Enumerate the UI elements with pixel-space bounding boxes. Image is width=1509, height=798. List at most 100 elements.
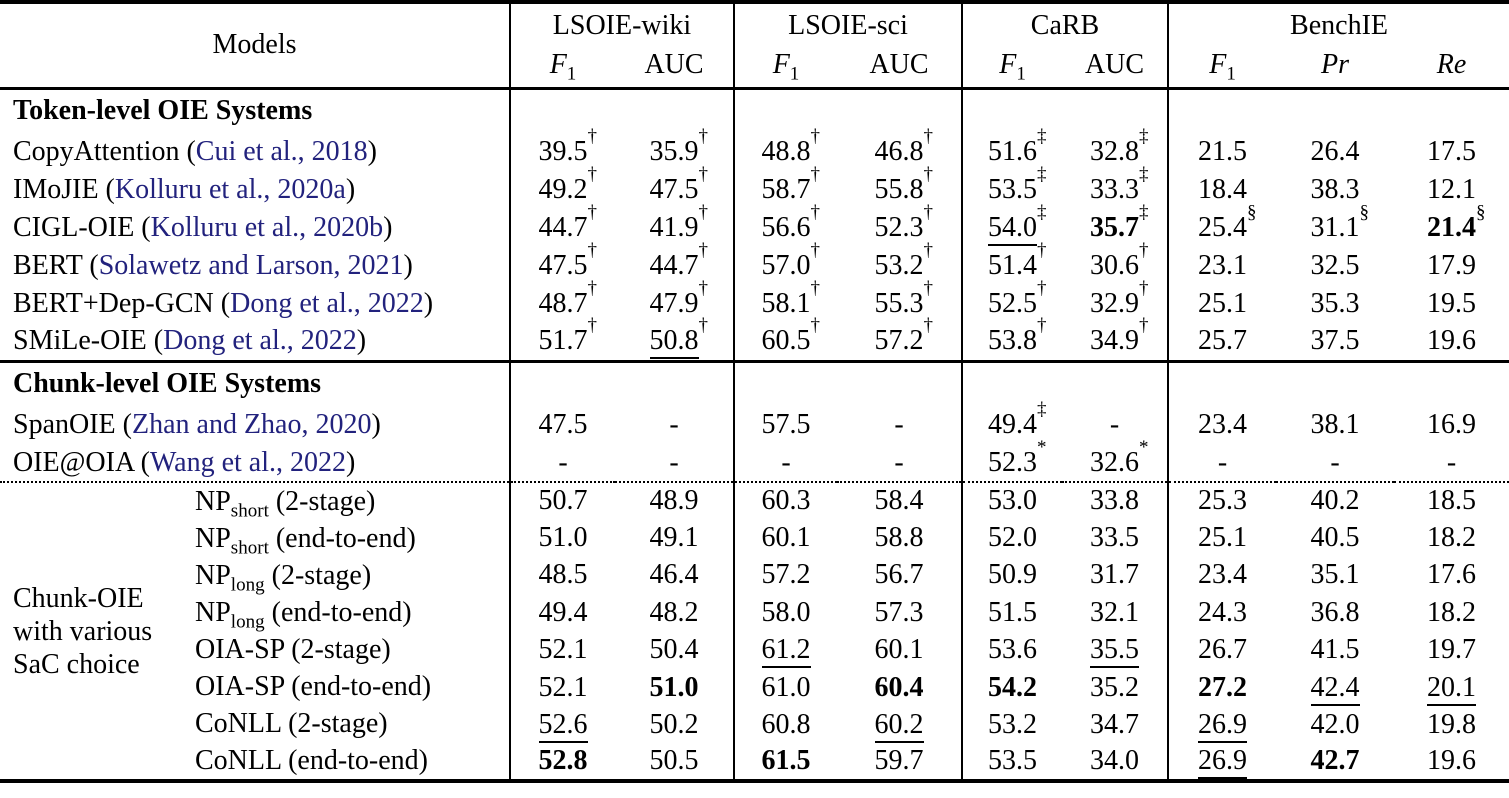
metric-value: 56.6 [761,212,811,243]
metric-value-wrap: 52.5 † [988,279,1047,320]
metric-value-wrap: 53.6 [988,634,1037,666]
metric-value-cell: 41.9 † [615,203,734,247]
metric-value-cell: 23.1 [1167,247,1277,285]
metric-value-cell: 38.1 [1276,406,1394,444]
metric-value-cell: 21.4 § [1394,203,1509,247]
metric-value: 25.7 [1198,325,1248,357]
metric-value: 26.7 [1198,634,1248,666]
metric-value-wrap: 48.8 † [762,127,821,168]
metric-value-wrap: 17.6 [1427,559,1476,591]
chunk-oie-models-cell: Chunk-OIE with various SaC choice NPshort (… [0,481,510,781]
metric-value: 34.9 [1090,325,1140,357]
metric-value-cell: 39.5 † [509,127,615,171]
metric-value-cell: 32.9 † [1062,279,1168,323]
metric-value: 50.8 [649,325,699,360]
metric-value-wrap: 57.5 [762,409,811,441]
metric-value-cell: 12.1 [1394,171,1509,209]
metric-value-wrap: 52.8 [539,745,588,777]
citation-link[interactable]: Wang et al., 2022 [149,446,347,478]
citation-link[interactable]: Dong et al., 2022 [230,288,424,319]
metric-value-cell: 33.8 [1062,480,1169,520]
section-header-row: Chunk-level OIE Systems [0,359,1509,406]
significance-marker: † [587,240,598,261]
significance-marker: † [810,126,821,147]
metric-value-cell: 32.8 ‡ [1062,127,1168,171]
metric-value-wrap: 60.1 [875,634,924,666]
empty-cell [1062,88,1168,133]
citation-link[interactable]: Cui et al., 2018 [195,136,368,167]
metric-value: 32.5 [1310,250,1360,281]
metric-value: 18.4 [1198,174,1248,205]
metric-value-wrap: 34.7 [1090,709,1139,741]
significance-marker: † [698,315,709,337]
column-header-auc: AUC [837,48,963,90]
metric-value-wrap: 48.9 [650,485,699,517]
variant-name: NP [195,486,231,517]
metric-value: 24.3 [1198,596,1248,628]
metric-value: 60.3 [761,485,811,517]
metric-value-wrap: - [1110,409,1119,441]
metric-value-wrap: 55.3 † [875,279,934,320]
column-header-f1: F1 [1167,48,1277,90]
citation-link[interactable]: Dong et al., 2022 [163,325,357,357]
model-name: CopyAttention [13,136,180,167]
metric-value-wrap: 18.4 [1198,174,1247,206]
significance-marker: † [698,126,709,147]
sac-variant-label: CoNLL (2-stage) [195,708,388,739]
metric-value-cell: 54.2 [961,668,1063,707]
table-row: BERT (Solawetz and Larson, 2021) 47.5 † 44.… [0,241,1509,285]
metric-value-wrap: - [558,447,567,479]
metric-value: 32.8 [1090,136,1140,167]
metric-value-cell: 31.1 § [1276,203,1394,247]
metric-value-wrap: 60.3 [762,485,811,517]
table-row: 48.5 46.4 57.2 56.7 50.9 31.7 23.4 35.1 17.6 [0,556,1509,595]
metric-value-wrap: - [894,447,903,479]
metric-value: 53.6 [988,634,1038,666]
metric-value: 32.1 [1090,596,1140,628]
metric-value-cell: 52.1 [509,631,615,669]
metric-value: - [1217,446,1228,478]
metric-value-wrap: - [669,409,678,441]
metric-value-cell: 21.5 [1167,133,1277,171]
metric-value: 60.8 [761,708,811,740]
citation-link[interactable]: Solawetz and Larson, 2021 [98,250,404,281]
metric-value: 35.1 [1310,559,1360,591]
metric-value-cell: 51.4 † [961,241,1063,285]
group-header-carb: CaRB [961,2,1169,48]
metric-value-cell: 57.2 † [837,316,962,361]
metric-value: 48.5 [538,559,588,591]
metric-value-wrap: 61.5 [762,745,811,777]
significance-marker: † [698,278,709,299]
significance-marker: † [810,164,821,185]
metric-value-wrap: 51.7 † [539,316,598,357]
citation-link[interactable]: Kolluru et al., 2020b [150,212,384,243]
metric-value-wrap: 46.4 [650,559,699,591]
metric-value-wrap: 52.0 [988,522,1037,554]
model-name: CIGL-OIE [13,212,135,243]
section-header-row: Token-level OIE Systems [0,88,1509,133]
metric-value-wrap: 18.5 [1427,485,1476,517]
table-row: 52.1 51.0 61.0 60.4 54.2 35.2 27.2 42.4 20.1 [0,668,1509,707]
metric-value: 32.9 [1090,288,1140,319]
variant-name: OIA-SP [195,671,285,702]
significance-marker: † [587,202,598,223]
metric-value-wrap: 50.9 [988,559,1037,591]
significance-marker: § [1247,202,1257,223]
citation-link[interactable]: Zhan and Zhao, 2020 [131,409,372,440]
metric-value: 34.0 [1090,745,1140,777]
metric-value-wrap: 17.5 [1427,136,1476,168]
variant-name: NP [195,560,231,591]
metric-value-wrap: 60.1 [762,522,811,554]
significance-marker: ‡ [1139,164,1149,185]
citation-link[interactable]: Kolluru et al., 2020a [114,174,346,205]
metric-value: 52.3 [988,446,1038,478]
metric-value: 32.6 [1090,446,1140,478]
metric-value: 49.4 [988,409,1038,440]
metric-value-cell: 34.0 [1062,744,1168,781]
metric-value: 18.2 [1427,596,1477,628]
metric-value-cell: 51.5 [961,594,1063,632]
significance-marker: † [698,164,709,185]
metric-value-wrap: 40.5 [1311,522,1360,554]
metric-value-wrap: 52.3 † [875,203,934,244]
metric-value: 53.2 [874,250,924,281]
